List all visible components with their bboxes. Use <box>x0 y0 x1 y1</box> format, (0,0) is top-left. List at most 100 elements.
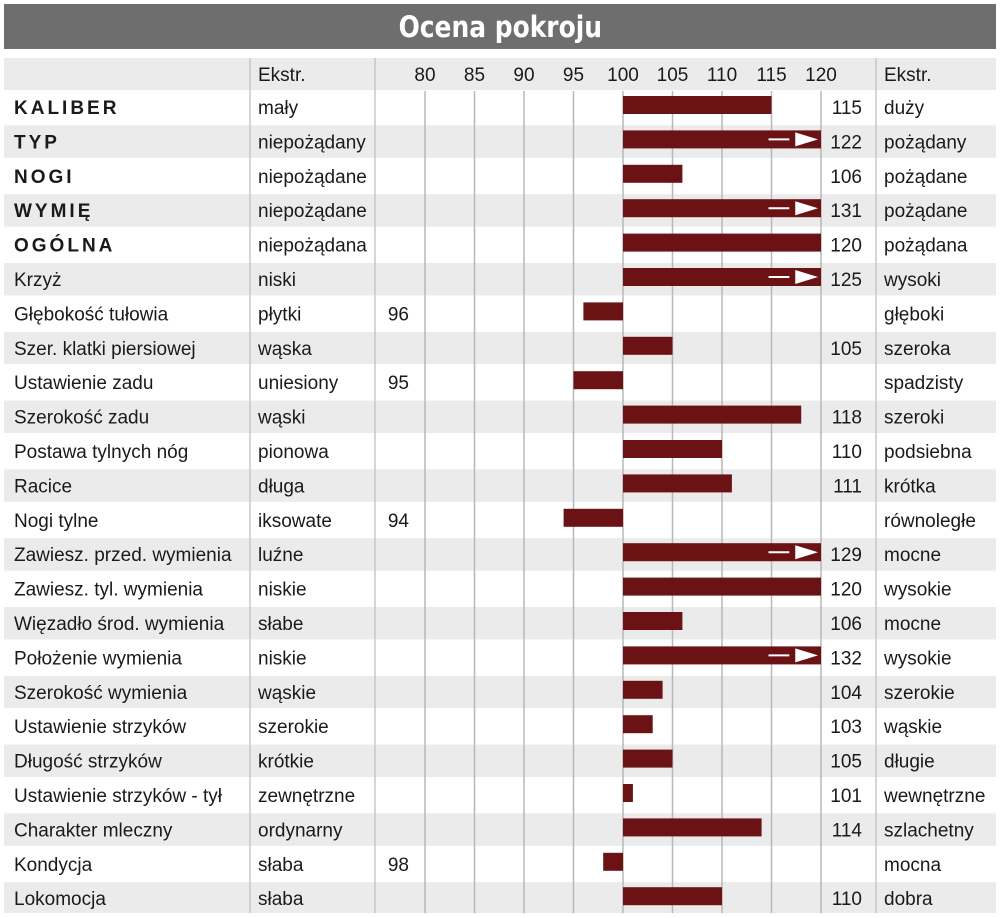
value-label: 96 <box>388 304 409 325</box>
bar <box>623 887 722 906</box>
x-tick-label: 120 <box>805 65 837 86</box>
left-extreme-label: iksowate <box>258 511 332 532</box>
value-label: 131 <box>830 201 862 222</box>
bar <box>623 680 663 699</box>
value-label: 129 <box>830 545 862 566</box>
bar <box>623 233 821 252</box>
left-extreme-label: niepożądane <box>258 167 367 188</box>
trait-label: Nogi tylne <box>14 511 99 532</box>
bar <box>623 749 673 768</box>
row-bg <box>4 469 996 502</box>
row-bg <box>4 366 996 399</box>
left-extreme-label: zewnętrzne <box>258 786 355 807</box>
header-row-bg <box>4 58 996 90</box>
trait-label: Długość strzyków <box>14 752 162 773</box>
trait-label: Położenie wymienia <box>14 648 182 669</box>
bar <box>623 96 772 114</box>
left-extreme-label: szerokie <box>258 717 329 738</box>
left-extreme-label: wąska <box>257 339 312 360</box>
row-bg <box>4 813 996 846</box>
row-bg <box>4 607 996 640</box>
bar <box>623 612 683 630</box>
overflow-arrow-icon <box>795 270 818 284</box>
right-extreme-label: mocne <box>884 614 941 635</box>
trait-label: Postawa tylnych nóg <box>14 442 188 463</box>
value-label: 95 <box>388 373 409 394</box>
x-tick-label: 105 <box>657 65 689 86</box>
trait-label: Zawiesz. tyl. wymienia <box>14 580 203 601</box>
trait-label: Charakter mleczny <box>14 820 173 841</box>
row-bg <box>4 263 996 296</box>
left-extreme-label: słabe <box>258 614 303 635</box>
header-right-extreme: Ekstr. <box>884 65 932 86</box>
right-extreme-label: podsiebna <box>884 442 972 463</box>
chart-title: Ocena pokroju <box>398 9 602 44</box>
row-bg <box>4 91 996 124</box>
right-extreme-label: szeroka <box>884 339 951 360</box>
left-extreme-label: słaba <box>258 889 304 910</box>
right-extreme-label: mocna <box>884 855 941 876</box>
trait-label: WYMIĘ <box>14 201 93 222</box>
bar <box>623 130 821 149</box>
left-extreme-label: mały <box>258 98 299 119</box>
left-extreme-label: wąski <box>257 408 306 429</box>
right-extreme-label: pożądane <box>884 201 967 222</box>
right-extreme-label: wysokie <box>883 580 952 601</box>
chart-title-bar: Ocena pokroju <box>4 4 996 49</box>
bar <box>623 199 821 218</box>
bar <box>603 852 623 871</box>
bar <box>623 164 683 183</box>
trait-label: Kondycja <box>14 855 93 876</box>
left-extreme-label: długa <box>258 476 305 497</box>
left-extreme-label: słaba <box>258 855 304 876</box>
row-bg <box>4 538 996 571</box>
overflow-arrow-icon <box>795 648 818 663</box>
value-label: 105 <box>830 339 862 360</box>
right-extreme-label: pożądane <box>884 167 967 188</box>
left-extreme-label: uniesiony <box>258 373 339 394</box>
trait-label: Ustawienie strzyków - tył <box>14 786 223 807</box>
left-extreme-label: płytki <box>258 304 301 325</box>
bar <box>623 543 821 562</box>
trait-label: Lokomocja <box>14 889 106 910</box>
value-label: 106 <box>830 614 862 635</box>
value-label: 110 <box>832 442 862 463</box>
left-extreme-label: pionowa <box>258 442 329 463</box>
trait-label: Szerokość wymienia <box>14 683 188 704</box>
header-left-extreme: Ekstr. <box>258 65 306 86</box>
x-tick-label: 100 <box>607 65 639 86</box>
value-label: 111 <box>833 476 862 497</box>
value-label: 103 <box>830 717 862 738</box>
row-bg <box>4 194 996 227</box>
value-label: 132 <box>830 648 862 669</box>
value-label: 120 <box>830 236 862 257</box>
value-label: 115 <box>832 98 862 119</box>
row-bg <box>4 882 996 915</box>
bar <box>623 577 821 596</box>
right-extreme-label: szerokie <box>884 683 955 704</box>
bar <box>623 405 802 424</box>
row-bg <box>4 847 996 881</box>
trait-label: Ustawienie zadu <box>14 373 153 394</box>
row-bg <box>4 779 996 812</box>
row-bg <box>4 125 996 158</box>
right-extreme-label: pożądany <box>884 132 967 153</box>
right-extreme-label: dobra <box>884 889 933 910</box>
left-extreme-label: niepożądany <box>258 132 366 153</box>
row-bg <box>4 159 996 193</box>
left-extreme-label: niepożądane <box>258 201 367 222</box>
trait-label: KALIBER <box>14 98 119 119</box>
value-label: 118 <box>832 408 862 429</box>
left-extreme-label: niskie <box>258 580 307 601</box>
bar <box>623 474 732 493</box>
row-bg <box>4 400 996 433</box>
value-label: 110 <box>832 889 862 910</box>
right-extreme-label: pożądana <box>884 236 968 257</box>
row-bg <box>4 503 996 537</box>
overflow-arrow-icon <box>795 132 818 147</box>
value-label: 122 <box>830 132 862 153</box>
row-bg <box>4 744 996 777</box>
trait-label: Racice <box>14 476 72 497</box>
value-label: 94 <box>388 511 410 532</box>
trait-label: Szerokość zadu <box>14 408 149 429</box>
